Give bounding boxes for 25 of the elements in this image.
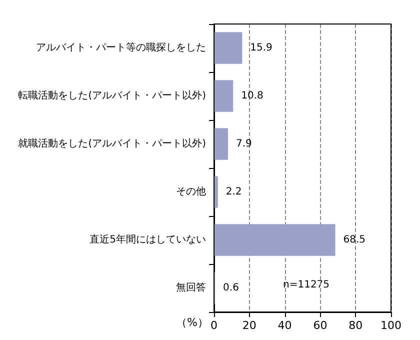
x-tick-label: 80 xyxy=(348,319,363,332)
x-tick-label: 100 xyxy=(380,319,402,332)
x-tick-label: 0 xyxy=(210,319,218,332)
data-label: 10.8 xyxy=(241,90,264,102)
x-axis-title: （%） xyxy=(176,316,208,329)
bar xyxy=(214,176,218,208)
bar xyxy=(214,128,228,160)
y-tick-label: 直近5年間にはしていない xyxy=(90,234,206,246)
data-label: 15.9 xyxy=(250,42,272,54)
annotation: n=11275 xyxy=(283,280,330,290)
data-label: 7.9 xyxy=(236,138,252,150)
y-tick-label: 就職活動をした(アルバイト・パート以外) xyxy=(18,138,206,150)
x-tick-label: 20 xyxy=(242,319,256,332)
data-label: 0.6 xyxy=(223,282,239,294)
y-tick-label: 無回答 xyxy=(176,282,206,294)
y-tick-label: 転職活動をした(アルバイト・パート以外) xyxy=(18,90,206,102)
y-tick-label: その他 xyxy=(176,186,206,198)
data-label: 2.2 xyxy=(226,186,242,198)
bar xyxy=(214,32,242,64)
bar xyxy=(214,80,234,112)
y-tick-label: アルバイト・パート等の職探しをした xyxy=(36,42,206,54)
data-label: 68.5 xyxy=(343,234,366,246)
x-tick-label: 40 xyxy=(278,319,292,332)
bar xyxy=(214,224,336,256)
x-tick-label: 60 xyxy=(313,319,328,332)
